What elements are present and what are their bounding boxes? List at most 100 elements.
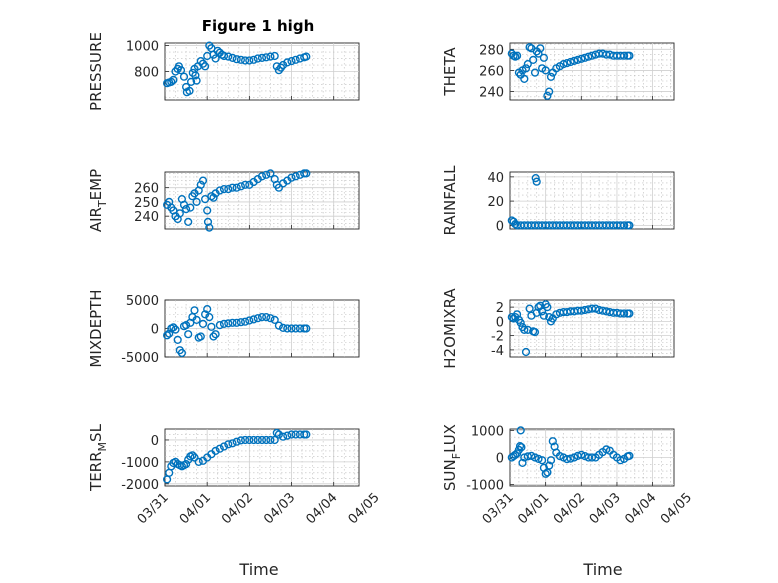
data-point <box>570 56 579 66</box>
data-point <box>541 469 550 478</box>
x-tick-label: 03/31 <box>480 490 517 527</box>
data-point <box>555 452 565 461</box>
data-point <box>194 457 203 467</box>
y-tick-label: 250 <box>134 196 159 211</box>
data-point <box>245 435 254 445</box>
y-tick-label: -5000 <box>121 351 159 366</box>
data-point <box>215 321 224 330</box>
data-point <box>224 319 233 328</box>
data-point <box>625 309 634 318</box>
data-point <box>521 347 531 357</box>
y-tick-label: 0 <box>151 323 159 338</box>
data-point <box>559 59 568 69</box>
x-axis-label-right: Time <box>582 560 622 579</box>
data-point <box>530 328 540 337</box>
y-tick-label: 1000 <box>126 40 159 55</box>
data-point <box>192 197 201 207</box>
y-tick-label: 2 <box>496 301 504 316</box>
data-point <box>302 324 311 333</box>
data-point <box>279 432 288 441</box>
data-point <box>177 348 187 358</box>
data-point <box>169 75 178 85</box>
data-point <box>279 323 288 333</box>
data-point <box>545 313 554 322</box>
data-point <box>236 318 246 327</box>
data-point <box>171 325 180 334</box>
data-point <box>232 318 241 327</box>
data-point <box>182 321 191 330</box>
data-point <box>545 461 554 470</box>
data-point <box>523 59 532 69</box>
data-point <box>167 77 176 87</box>
data-point <box>262 435 271 445</box>
data-point <box>192 76 201 85</box>
data-point <box>566 57 575 67</box>
data-point <box>537 307 547 316</box>
data-point <box>287 173 296 182</box>
y-tick-label: 1000 <box>471 424 504 439</box>
y-tick-label: -2 <box>491 330 504 345</box>
data-point <box>529 55 538 65</box>
data-point <box>182 460 191 469</box>
data-point <box>190 306 199 315</box>
data-point <box>266 435 275 445</box>
data-point <box>287 430 296 439</box>
data-point <box>184 330 193 339</box>
data-point <box>190 453 199 462</box>
data-point <box>625 451 634 461</box>
data-point <box>219 442 229 451</box>
data-point <box>205 313 214 322</box>
y-tick-label: 0 <box>496 219 504 234</box>
data-point <box>249 435 258 445</box>
y-tick-label: 5000 <box>126 294 159 309</box>
y-tick-label: 240 <box>134 210 159 225</box>
data-point <box>270 51 279 61</box>
data-point <box>302 169 311 178</box>
y-axis-label: TERRMSL <box>87 423 109 492</box>
data-point <box>512 310 522 319</box>
data-point <box>203 217 213 227</box>
data-point <box>196 332 205 341</box>
y-tick-label: 240 <box>479 86 504 101</box>
data-point <box>257 172 267 181</box>
x-tick-label: 04/04 <box>303 490 340 527</box>
subplot-sun_flux: -100001000SUNFLUX03/3104/0104/0204/0304/… <box>441 424 695 527</box>
y-axis-label: THETA <box>441 47 459 97</box>
data-point <box>236 182 246 191</box>
data-point <box>228 183 237 192</box>
data-point <box>187 77 196 87</box>
data-point <box>253 54 262 63</box>
data-point <box>523 325 532 335</box>
data-point <box>232 183 241 192</box>
data-point <box>283 324 292 333</box>
data-point <box>539 311 549 320</box>
data-point <box>562 58 572 68</box>
data-point <box>253 435 262 445</box>
data-point <box>232 55 241 64</box>
y-tick-label: -4 <box>491 344 504 359</box>
data-point <box>224 185 233 194</box>
subplot-mixdepth: -5000 0 5000 MIXDEPTH <box>87 289 360 368</box>
data-point <box>283 58 292 67</box>
data-point <box>266 314 275 323</box>
data-point <box>532 177 541 186</box>
data-point <box>625 51 634 60</box>
data-point <box>169 323 178 332</box>
data-point <box>174 62 184 71</box>
data-point <box>211 54 220 63</box>
subplot-rainfall: 0 20 40 RAINFALL <box>441 165 675 235</box>
data-point <box>302 52 311 61</box>
data-point <box>291 324 300 333</box>
data-point <box>580 53 590 62</box>
data-point <box>525 304 534 313</box>
data-point <box>587 51 597 60</box>
data-point <box>262 170 271 179</box>
data-point <box>219 319 229 329</box>
data-point <box>531 174 540 183</box>
y-axis-label: MIXDEPTH <box>87 289 105 367</box>
data-point <box>517 443 526 452</box>
data-point <box>188 68 197 77</box>
